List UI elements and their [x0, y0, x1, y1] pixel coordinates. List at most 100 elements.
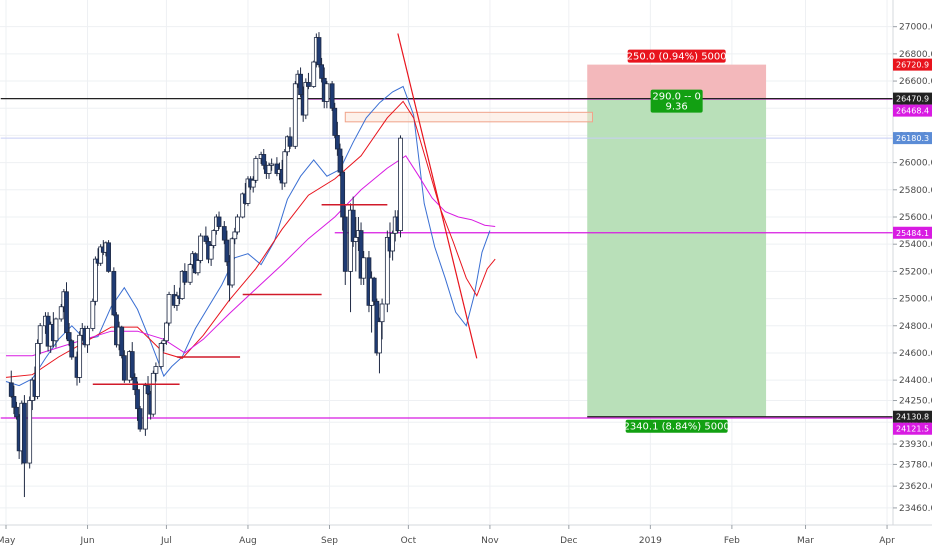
price-label: 24130.8 [893, 410, 932, 423]
candle [90, 298, 96, 332]
x-tick-label: Jun [79, 536, 94, 546]
y-tick-label: 24600.0 [899, 349, 932, 359]
y-tick-label: 23930.0 [899, 440, 932, 450]
candle [164, 321, 169, 345]
candle [358, 222, 364, 285]
candle-body [198, 235, 204, 261]
candle-body [158, 343, 164, 367]
red-support-segments[interactable] [92, 204, 388, 385]
resistance-zone[interactable] [344, 111, 593, 123]
short-position-tool[interactable] [587, 64, 767, 417]
candle-body [22, 402, 27, 464]
x-tick-label: Dec [560, 536, 577, 546]
candle-body [69, 340, 75, 358]
x-tick-label: Oct [401, 536, 417, 546]
candle [311, 60, 317, 88]
entry-label-text: 9.36 [666, 102, 688, 113]
entry-label-text: 290.0 -- 0 [652, 92, 701, 103]
candle-body [261, 154, 267, 166]
candle-body [319, 64, 325, 79]
candle-body [111, 270, 117, 316]
candle [266, 162, 272, 179]
candle [8, 370, 14, 398]
candle-body [85, 328, 90, 346]
y-tick-label: 24250.0 [899, 397, 932, 407]
candle [135, 381, 140, 421]
candle-body [342, 216, 348, 272]
candle-body [8, 382, 14, 397]
candle-body [53, 318, 59, 342]
x-tick-label: Sep [321, 536, 338, 546]
entry-label: 290.0 -- 09.36 [650, 89, 703, 113]
candle-body [292, 83, 298, 147]
candle-body [208, 245, 214, 260]
candle-body [337, 148, 343, 173]
candle [216, 211, 222, 230]
candle [179, 270, 185, 300]
y-tick-label: 26800.0 [899, 50, 932, 60]
candle [64, 282, 69, 340]
candle-body [11, 396, 17, 408]
candle-body [232, 231, 238, 240]
candle [379, 298, 385, 340]
candle [111, 267, 117, 317]
candle [235, 214, 240, 235]
price-label-bg [893, 104, 932, 117]
y-tick-label: 23780.0 [899, 460, 932, 470]
candle [253, 155, 259, 184]
stop-label-bg [627, 49, 726, 63]
candle-body [229, 238, 235, 286]
candle [384, 230, 390, 313]
x-tick-label: Aug [239, 536, 257, 546]
trendlines[interactable] [397, 33, 478, 359]
candle-body [340, 171, 346, 218]
red-trendline[interactable] [397, 33, 478, 359]
horizontal-lines[interactable] [0, 97, 893, 419]
candle [137, 405, 143, 432]
y-tick-label: 26600.0 [899, 77, 932, 87]
candle-body [64, 291, 69, 333]
candle-body [216, 216, 222, 227]
price-label-bg [893, 410, 932, 423]
candle [208, 244, 214, 266]
candle [224, 230, 230, 266]
candle-body [137, 408, 143, 430]
position-labels: 250.0 (0.94%) 5000 2340.1 (8.84%) 5000 290… [623, 49, 730, 433]
candle [261, 149, 267, 170]
candle-body [358, 230, 364, 279]
candle [390, 230, 396, 261]
candle [174, 291, 180, 311]
resistance-box[interactable] [344, 111, 593, 123]
candle-body [27, 400, 33, 464]
y-tick-label: 23460.0 [899, 504, 932, 514]
target-zone[interactable] [587, 98, 767, 417]
price-label-bg [893, 422, 932, 435]
candle-body [14, 406, 19, 418]
candle-body [379, 303, 385, 323]
candle-body [398, 137, 403, 231]
candle-body [174, 295, 180, 306]
y-tick-label: 24400.0 [899, 376, 932, 386]
price-label-bg [893, 92, 932, 105]
price-label: 24121.5 [893, 422, 932, 435]
candle [342, 206, 348, 285]
price-label-text: 26720.9 [896, 61, 929, 70]
candle-body [150, 372, 156, 415]
candle [361, 250, 367, 285]
candle-body [253, 158, 259, 181]
candle-body [106, 242, 111, 272]
candle [398, 135, 403, 238]
candle [187, 263, 193, 285]
candle-body [245, 178, 251, 204]
time-axis[interactable]: May Jun Jul Aug Sep Oct Nov Dec 2019 Feb Mar Apr [0, 525, 895, 546]
candle-body [240, 193, 246, 218]
candle-body [142, 385, 148, 430]
candle-body [182, 270, 188, 283]
candle [329, 81, 335, 111]
price-label-text: 26470.9 [896, 95, 929, 104]
candle-body [58, 306, 64, 320]
candle [161, 337, 167, 352]
y-tick-label: 25600.0 [899, 213, 932, 223]
